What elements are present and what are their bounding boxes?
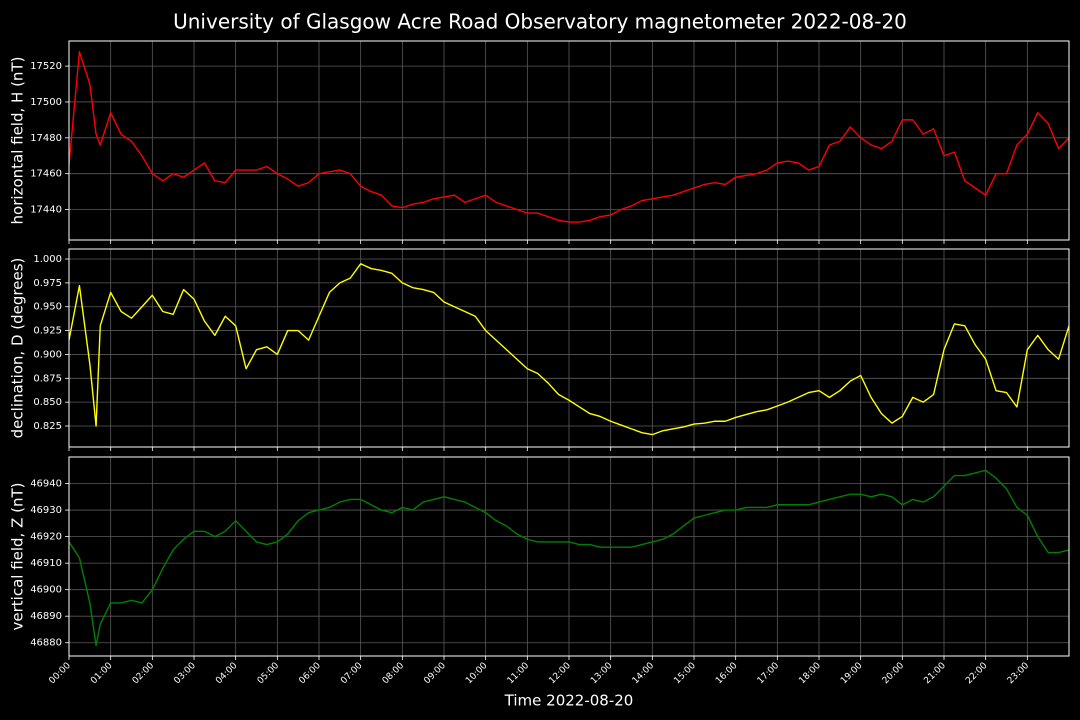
x-tick-label: 06:00	[297, 661, 323, 687]
x-tick-label: 15:00	[672, 661, 698, 687]
x-tick-label: 16:00	[714, 661, 740, 687]
x-tick-label: 10:00	[464, 661, 490, 687]
y-tick-label: 0.975	[33, 278, 62, 289]
x-tick-label: 17:00	[756, 661, 782, 687]
data-line	[69, 469, 1069, 647]
x-tick-label: 20:00	[881, 661, 907, 687]
y-tick-label: 17500	[30, 97, 62, 108]
y-tick-label: 46940	[30, 479, 62, 490]
x-tick-label: 09:00	[422, 661, 448, 687]
x-tick-label: 05:00	[256, 661, 282, 687]
x-axis-label: Time 2022-08-20	[504, 692, 634, 710]
x-tick-label: 18:00	[797, 661, 823, 687]
x-tick-label: 03:00	[172, 661, 198, 687]
y-tick-label: 0.925	[33, 326, 62, 337]
plot-area	[69, 469, 1069, 647]
x-tick-label: 13:00	[589, 661, 615, 687]
data-line	[69, 263, 1069, 436]
plot-area	[69, 263, 1069, 436]
y-tick-label: 0.825	[33, 421, 62, 432]
y-axis-label: vertical field, Z (nT)	[9, 482, 27, 630]
x-tick-label: 01:00	[89, 661, 115, 687]
x-tick-label: 12:00	[547, 661, 573, 687]
y-tick-label: 0.900	[33, 349, 62, 360]
x-tick-label: 00:00	[47, 661, 73, 687]
x-tick-label: 11:00	[506, 661, 532, 687]
y-tick-label: 46910	[30, 558, 62, 569]
y-tick-label: 46880	[30, 638, 62, 649]
plot-frame	[68, 248, 1070, 448]
x-tick-label: 19:00	[839, 661, 865, 687]
x-tick-label: 22:00	[964, 661, 990, 687]
y-tick-label: 0.950	[33, 302, 62, 313]
y-tick-label: 17460	[30, 169, 62, 180]
plot-frame	[68, 40, 1070, 241]
x-tick-label: 02:00	[131, 661, 157, 687]
x-tick-label: 04:00	[214, 661, 240, 687]
plot-area	[69, 51, 1069, 223]
data-line	[69, 51, 1069, 223]
x-tick-label: 08:00	[381, 661, 407, 687]
x-tick-label: 21:00	[922, 661, 948, 687]
y-tick-label: 46890	[30, 611, 62, 622]
x-tick-label: 07:00	[339, 661, 365, 687]
y-tick-label: 46900	[30, 585, 62, 596]
y-tick-label: 17520	[30, 61, 62, 72]
y-tick-label: 1.000	[33, 254, 62, 265]
y-tick-label: 17480	[30, 133, 62, 144]
plot-frame	[68, 456, 1070, 657]
y-tick-label: 0.875	[33, 373, 62, 384]
y-tick-label: 46920	[30, 532, 62, 543]
y-axis-label: horizontal field, H (nT)	[9, 57, 27, 225]
x-tick-label: 14:00	[631, 661, 657, 687]
y-tick-label: 46930	[30, 505, 62, 516]
y-tick-label: 17440	[30, 205, 62, 216]
chart-title: University of Glasgow Acre Road Observat…	[173, 10, 907, 34]
x-tick-label: 23:00	[1006, 661, 1032, 687]
y-axis-label: declination, D (degrees)	[9, 258, 27, 439]
y-tick-label: 0.850	[33, 397, 62, 408]
